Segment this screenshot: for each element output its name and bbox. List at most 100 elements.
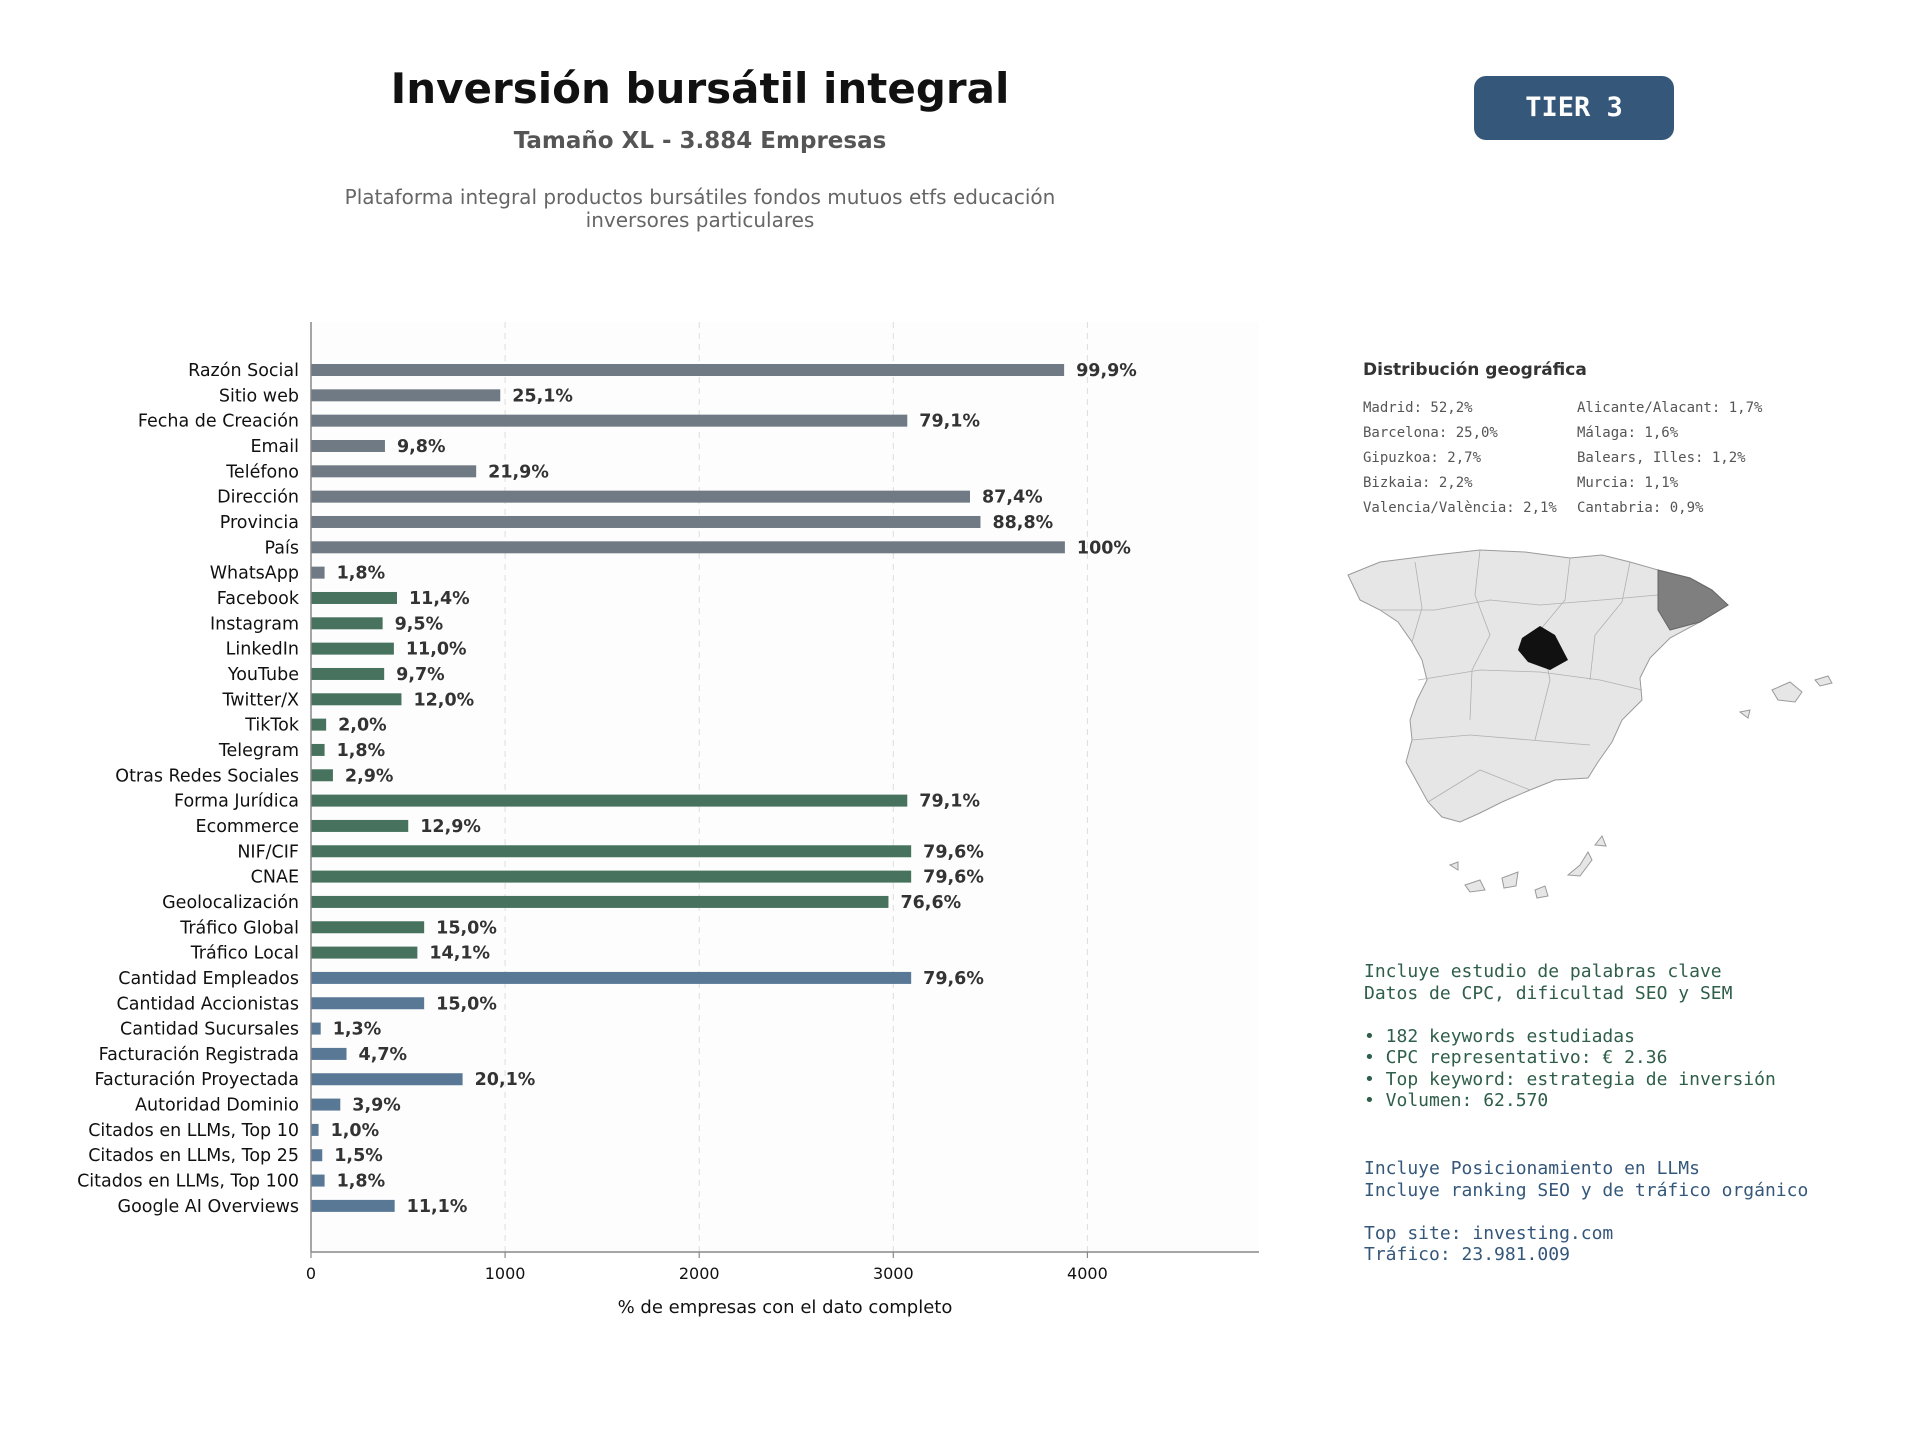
region-madrid [1518, 626, 1568, 670]
geo-distribution: Distribución geográfica Madrid: 52,2% Ali… [1363, 360, 1883, 516]
geo-item: Bizkaia: 2,2% [1363, 475, 1473, 491]
tier-badge: TIER 3 [1474, 76, 1674, 140]
geo-item: Cantabria: 0,9% [1577, 500, 1704, 516]
category-label: Citados en LLMs, Top 100 [77, 1172, 299, 1192]
spain-map [1347, 549, 1833, 899]
value-label: 100% [1077, 538, 1131, 558]
category-label: País [265, 538, 299, 558]
category-label: Google AI Overviews [118, 1197, 299, 1217]
x-tick-label: 3000 [873, 1264, 914, 1283]
bar [311, 946, 418, 959]
category-label: Sitio web [219, 386, 299, 406]
bar [311, 743, 325, 756]
category-label: Tráfico Local [190, 944, 299, 964]
bar [311, 718, 327, 731]
value-label: 21,9% [488, 462, 549, 482]
category-label: Teléfono [225, 462, 299, 482]
category-label: TikTok [244, 716, 300, 736]
category-label: Otras Redes Sociales [115, 766, 299, 786]
bar [311, 693, 402, 706]
value-label: 1,0% [331, 1121, 380, 1141]
x-axis-label: % de empresas con el dato completo [618, 1297, 953, 1318]
value-label: 79,6% [923, 868, 984, 888]
category-label: Razón Social [188, 361, 299, 381]
value-label: 11,1% [407, 1197, 468, 1217]
geo-item: Balears, Illes: 1,2% [1577, 450, 1746, 466]
value-label: 79,1% [919, 792, 980, 812]
bar [311, 819, 409, 832]
bar [311, 1123, 319, 1136]
value-label: 88,8% [992, 513, 1053, 533]
category-label: Forma Jurídica [174, 792, 299, 812]
value-label: 1,8% [337, 741, 386, 761]
x-tick-label: 2000 [679, 1264, 720, 1283]
bar [311, 364, 1065, 376]
bar [311, 997, 425, 1010]
value-label: 11,4% [409, 589, 470, 609]
peninsula-shape [1347, 549, 1729, 823]
value-label: 11,0% [406, 640, 467, 660]
bar [311, 541, 1065, 554]
category-label: Facebook [217, 589, 300, 609]
region-catalonia [1657, 569, 1729, 631]
value-label: 1,8% [337, 1172, 386, 1192]
value-label: 1,8% [337, 564, 386, 584]
geo-list: Madrid: 52,2% Alicante/Alacant: 1,7% Barce… [1363, 400, 1883, 516]
bar [311, 1073, 463, 1086]
balearic-islands [1738, 675, 1833, 719]
category-label: Email [250, 437, 299, 457]
bar [311, 1022, 321, 1035]
value-label: 4,7% [359, 1045, 408, 1065]
value-label: 12,9% [420, 817, 481, 837]
value-label: 25,1% [512, 386, 573, 406]
value-label: 1,5% [334, 1146, 383, 1166]
category-label: YouTube [227, 665, 299, 685]
geo-item: Málaga: 1,6% [1577, 425, 1679, 441]
x-tick-label: 0 [306, 1264, 316, 1283]
category-label: Citados en LLMs, Top 10 [88, 1121, 299, 1141]
value-label: 20,1% [475, 1070, 536, 1090]
category-label: Geolocalización [162, 893, 299, 913]
bar [311, 617, 383, 630]
bar [311, 642, 394, 655]
geo-item: Barcelona: 25,0% [1363, 425, 1498, 441]
x-ticks: 0 1000 2000 3000 4000 [306, 1252, 1108, 1283]
bar [311, 439, 385, 452]
category-label: NIF/CIF [237, 842, 299, 862]
bar [311, 1098, 341, 1111]
value-label: 87,4% [982, 488, 1043, 508]
page-title: Inversión bursátil integral [390, 64, 1010, 113]
bar [311, 769, 333, 782]
bar [311, 490, 970, 503]
geo-item: Valencia/València: 2,1% [1363, 500, 1557, 516]
province-borders [1380, 549, 1659, 803]
page-description: Plataforma integral productos bursátiles… [344, 185, 1056, 232]
geo-item: Madrid: 52,2% [1363, 400, 1473, 416]
value-labels: 99,9% 25,1% 79,1% 9,8% 21,9% 87,4% 88,8% 100% 1,… [331, 361, 1137, 1217]
bar [311, 794, 908, 807]
category-label: Twitter/X [221, 690, 299, 710]
keywords-info: Incluye estudio de palabras clave Datos … [1364, 961, 1776, 1111]
bar [311, 921, 425, 934]
value-label: 12,0% [413, 690, 474, 710]
bar [311, 389, 501, 402]
value-label: 15,0% [436, 918, 497, 938]
value-label: 3,9% [352, 1096, 401, 1116]
bar [311, 971, 912, 984]
category-label: CNAE [251, 868, 299, 888]
category-label: WhatsApp [210, 564, 299, 584]
value-label: 76,6% [900, 893, 961, 913]
category-label: Cantidad Accionistas [116, 994, 299, 1014]
geo-title: Distribución geográfica [1363, 360, 1587, 380]
x-tick-label: 1000 [485, 1264, 526, 1283]
page-subtitle: Tamaño XL - 3.884 Empresas [513, 128, 887, 154]
category-labels: Razón Social Sitio web Fecha de Creación Em… [77, 361, 300, 1217]
bar [311, 591, 397, 604]
value-label: 79,1% [919, 412, 980, 432]
canary-islands [1448, 835, 1607, 899]
value-label: 99,9% [1076, 361, 1137, 381]
value-label: 9,5% [395, 614, 444, 634]
bars [311, 364, 1065, 1212]
category-label: LinkedIn [226, 640, 299, 660]
bar [311, 1149, 323, 1162]
